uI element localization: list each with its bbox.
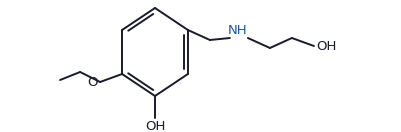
Text: O: O <box>87 77 98 89</box>
Text: OH: OH <box>145 120 165 132</box>
Text: NH: NH <box>228 24 248 37</box>
Text: OH: OH <box>316 39 336 53</box>
